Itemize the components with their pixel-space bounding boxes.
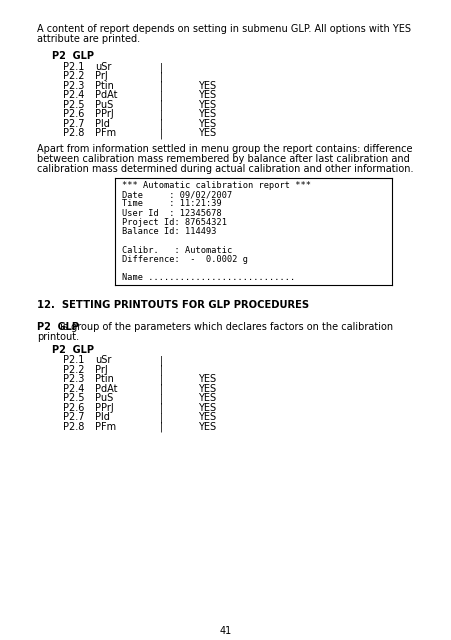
Text: Balance Id: 114493: Balance Id: 114493 (122, 227, 216, 236)
Text: P2.5: P2.5 (63, 394, 85, 403)
Text: YES: YES (198, 90, 216, 100)
Text: PPrJ: PPrJ (95, 109, 114, 120)
Text: P2  GLP: P2 GLP (52, 344, 94, 355)
Text: PPrJ: PPrJ (95, 403, 114, 413)
Text: YES: YES (198, 384, 216, 394)
Text: P2.6: P2.6 (63, 403, 84, 413)
Text: P2.6: P2.6 (63, 109, 84, 120)
Text: is group of the parameters which declares factors on the calibration: is group of the parameters which declare… (57, 322, 393, 332)
Text: P2.1: P2.1 (63, 355, 84, 365)
Text: P2.4: P2.4 (63, 384, 84, 394)
Text: YES: YES (198, 100, 216, 110)
Text: YES: YES (198, 422, 216, 432)
Text: P2.2: P2.2 (63, 72, 85, 81)
Text: |: | (160, 365, 163, 376)
Text: |: | (160, 90, 163, 101)
Text: Time     : 11:21:39: Time : 11:21:39 (122, 200, 221, 209)
Text: P2.1: P2.1 (63, 62, 84, 72)
Text: P2  GLP: P2 GLP (52, 51, 94, 61)
Text: YES: YES (198, 374, 216, 385)
Text: Project Id: 87654321: Project Id: 87654321 (122, 218, 227, 227)
Text: |: | (160, 384, 163, 394)
Text: P2.7: P2.7 (63, 412, 85, 422)
Text: |: | (160, 100, 163, 111)
Text: P2.5: P2.5 (63, 100, 85, 110)
Text: |: | (160, 119, 163, 129)
Text: P2.8: P2.8 (63, 129, 84, 138)
Text: |: | (160, 422, 163, 432)
Text: |: | (160, 403, 163, 413)
Text: P2.3: P2.3 (63, 81, 84, 91)
Text: Apart from information settled in menu group the report contains: difference: Apart from information settled in menu g… (37, 144, 413, 154)
Text: PFm: PFm (95, 422, 116, 432)
Text: |: | (160, 109, 163, 120)
Text: *** Automatic calibration report ***: *** Automatic calibration report *** (122, 181, 311, 190)
Text: P2.7: P2.7 (63, 119, 85, 129)
Text: Pld: Pld (95, 412, 110, 422)
Text: YES: YES (198, 109, 216, 120)
Text: Calibr.   : Automatic: Calibr. : Automatic (122, 246, 232, 255)
Text: PrJ: PrJ (95, 72, 107, 81)
Text: PrJ: PrJ (95, 365, 107, 375)
Text: P2.2: P2.2 (63, 365, 85, 375)
Text: YES: YES (198, 394, 216, 403)
Text: Ptin: Ptin (95, 81, 114, 91)
Text: Date     : 09/02/2007: Date : 09/02/2007 (122, 190, 232, 199)
Text: uSr: uSr (95, 355, 111, 365)
Text: Ptin: Ptin (95, 374, 114, 385)
Text: calibration mass determined during actual calibration and other information.: calibration mass determined during actua… (37, 164, 414, 173)
Text: YES: YES (198, 119, 216, 129)
Text: |: | (160, 62, 163, 72)
Text: Name ............................: Name ............................ (122, 273, 305, 282)
Text: PdAt: PdAt (95, 90, 117, 100)
Text: between calibration mass remembered by balance after last calibration and: between calibration mass remembered by b… (37, 154, 410, 164)
Text: printout.: printout. (37, 332, 79, 342)
Text: YES: YES (198, 81, 216, 91)
Text: Difference:  -  0.0002 g: Difference: - 0.0002 g (122, 255, 248, 264)
Text: |: | (160, 355, 163, 366)
Text: P2  GLP: P2 GLP (37, 322, 79, 332)
Text: |: | (160, 72, 163, 82)
Text: YES: YES (198, 129, 216, 138)
Text: |: | (160, 374, 163, 385)
Text: P2.3: P2.3 (63, 374, 84, 385)
Text: |: | (160, 394, 163, 404)
Text: |: | (160, 81, 163, 92)
Text: |: | (160, 412, 163, 423)
Text: PdAt: PdAt (95, 384, 117, 394)
Text: A content of report depends on setting in submenu GLP. All options with YES: A content of report depends on setting i… (37, 24, 411, 35)
Text: 41: 41 (219, 626, 232, 636)
Text: PFm: PFm (95, 129, 116, 138)
Text: uSr: uSr (95, 62, 111, 72)
Text: PuS: PuS (95, 100, 113, 110)
Text: P2.8: P2.8 (63, 422, 84, 432)
Text: |: | (160, 129, 163, 139)
Text: Pld: Pld (95, 119, 110, 129)
Text: YES: YES (198, 403, 216, 413)
Text: User Id  : 12345678: User Id : 12345678 (122, 209, 221, 218)
Text: P2.4: P2.4 (63, 90, 84, 100)
Text: YES: YES (198, 412, 216, 422)
Text: 12.  SETTING PRINTOUTS FOR GLP PROCEDURES: 12. SETTING PRINTOUTS FOR GLP PROCEDURES (37, 300, 309, 310)
Text: attribute are printed.: attribute are printed. (37, 34, 140, 44)
Text: PuS: PuS (95, 394, 113, 403)
